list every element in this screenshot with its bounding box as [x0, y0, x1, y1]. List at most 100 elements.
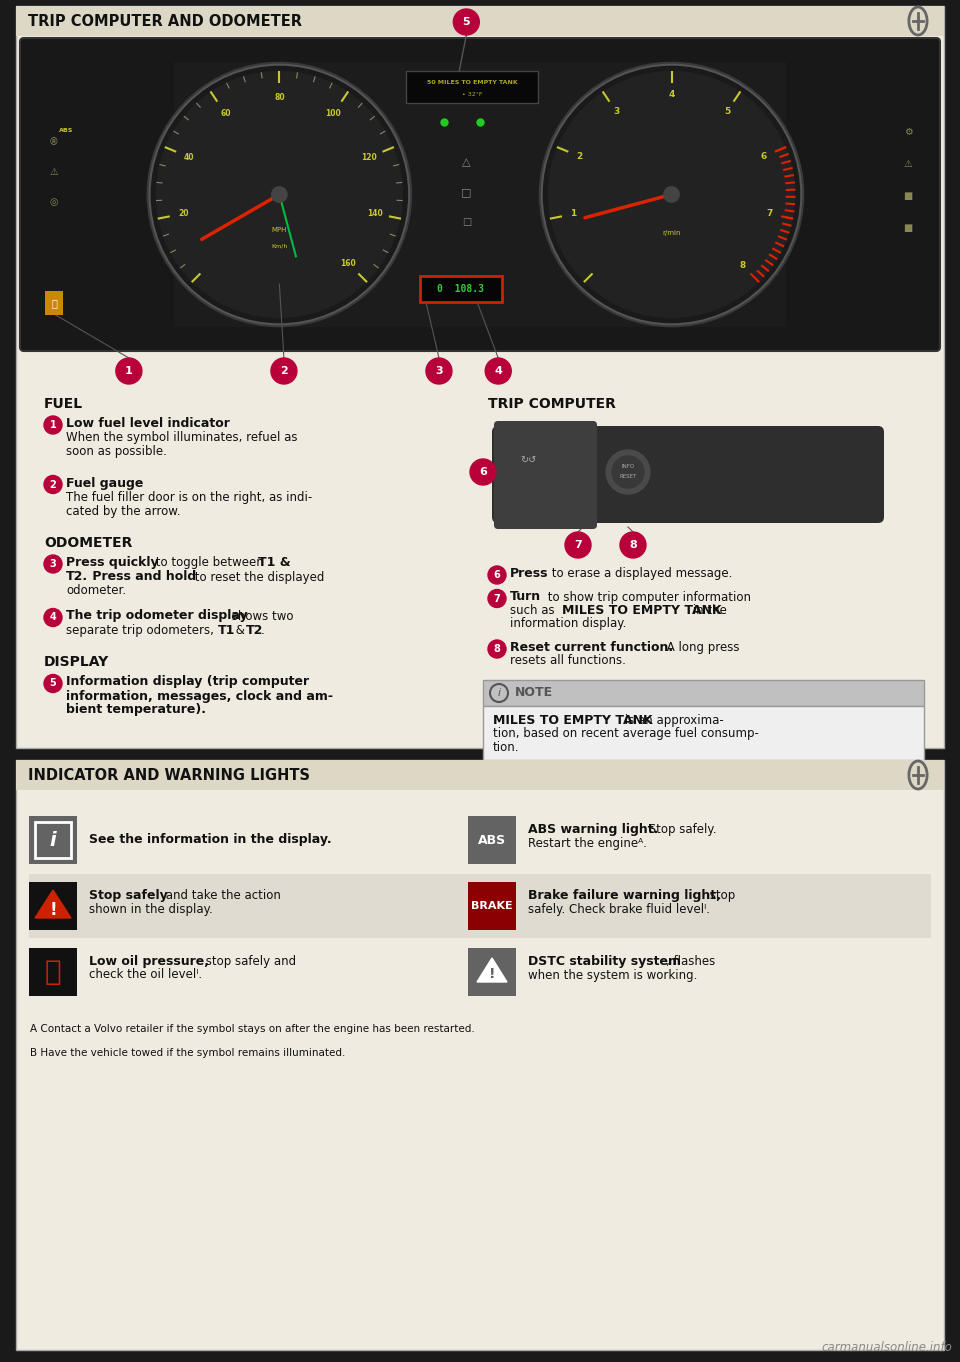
Text: Information display (trip computer: Information display (trip computer	[66, 676, 309, 689]
Circle shape	[44, 554, 62, 573]
Circle shape	[540, 63, 804, 327]
Text: 1: 1	[125, 366, 132, 376]
Text: 8: 8	[739, 260, 745, 270]
Text: A long press: A long press	[663, 642, 739, 654]
Text: !: !	[489, 967, 495, 981]
Text: Press: Press	[510, 567, 548, 580]
Text: TRIP COMPUTER AND ODOMETER: TRIP COMPUTER AND ODOMETER	[28, 14, 302, 29]
FancyBboxPatch shape	[468, 883, 516, 930]
FancyBboxPatch shape	[492, 426, 884, 523]
Text: 4: 4	[494, 366, 502, 376]
Circle shape	[147, 63, 412, 327]
Text: &: &	[232, 624, 249, 637]
Text: 6: 6	[479, 467, 487, 477]
Text: MILES TO EMPTY TANK: MILES TO EMPTY TANK	[562, 603, 722, 617]
Text: DISPLAY: DISPLAY	[44, 655, 109, 670]
Text: □: □	[462, 217, 471, 227]
Text: A Contact a Volvo retailer if the symbol stays on after the engine has been rest: A Contact a Volvo retailer if the symbol…	[30, 1024, 475, 1034]
Text: When the symbol illuminates, refuel as: When the symbol illuminates, refuel as	[66, 432, 298, 444]
Text: and take the action: and take the action	[162, 889, 281, 902]
Text: to show trip computer information: to show trip computer information	[544, 591, 751, 603]
Text: 5: 5	[50, 678, 57, 689]
Circle shape	[116, 358, 142, 384]
Text: 7: 7	[493, 594, 500, 603]
Circle shape	[620, 533, 646, 558]
Text: FUEL: FUEL	[44, 396, 84, 411]
FancyBboxPatch shape	[420, 276, 502, 302]
FancyBboxPatch shape	[483, 680, 924, 706]
Circle shape	[606, 449, 650, 494]
FancyBboxPatch shape	[16, 760, 944, 1350]
FancyBboxPatch shape	[20, 38, 940, 351]
Text: Reset current function.: Reset current function.	[510, 642, 673, 654]
Circle shape	[149, 64, 410, 324]
Text: The trip odometer display: The trip odometer display	[66, 610, 248, 622]
Text: T2: T2	[246, 624, 263, 637]
Text: INFO: INFO	[621, 463, 635, 469]
FancyBboxPatch shape	[29, 940, 931, 1004]
Text: ↻↺: ↻↺	[520, 455, 536, 464]
Text: Low fuel level indicator: Low fuel level indicator	[66, 417, 229, 430]
Text: in the: in the	[689, 603, 727, 617]
Text: T1 &: T1 &	[258, 556, 291, 569]
FancyBboxPatch shape	[29, 874, 931, 938]
Text: information display.: information display.	[510, 617, 626, 631]
Circle shape	[548, 72, 795, 317]
Text: Restart the engineᴬ.: Restart the engineᴬ.	[528, 836, 647, 850]
Text: !: !	[49, 902, 57, 919]
Polygon shape	[35, 889, 71, 918]
Text: 140: 140	[367, 208, 383, 218]
Text: △: △	[462, 157, 470, 168]
Text: safely. Check brake fluid levelᴵ.: safely. Check brake fluid levelᴵ.	[528, 903, 710, 915]
Text: odometer.: odometer.	[66, 584, 126, 597]
Circle shape	[44, 609, 62, 627]
FancyBboxPatch shape	[29, 808, 931, 872]
Text: 🛢: 🛢	[45, 957, 61, 986]
Text: DSTC stability system: DSTC stability system	[528, 955, 681, 968]
Text: 100: 100	[325, 109, 342, 118]
Text: ■: ■	[903, 223, 913, 233]
FancyBboxPatch shape	[29, 948, 77, 996]
Circle shape	[541, 64, 802, 324]
Circle shape	[44, 475, 62, 493]
Text: T2.: T2.	[66, 571, 88, 583]
Text: Fuel gauge: Fuel gauge	[66, 477, 143, 489]
FancyBboxPatch shape	[45, 291, 63, 315]
Text: ⚽: ⚽	[51, 298, 57, 308]
Text: 2: 2	[576, 151, 583, 161]
Text: shown in the display.: shown in the display.	[89, 903, 213, 915]
Text: ⚠: ⚠	[903, 159, 912, 169]
Text: □: □	[461, 187, 471, 197]
Text: such as: such as	[510, 603, 559, 617]
Circle shape	[612, 456, 644, 488]
Text: 50 MILES TO EMPTY TANK: 50 MILES TO EMPTY TANK	[426, 80, 517, 86]
Text: ABS warning light.: ABS warning light.	[528, 823, 659, 836]
Text: NOTE: NOTE	[515, 686, 553, 700]
Circle shape	[156, 72, 402, 317]
Text: i: i	[497, 688, 500, 697]
Text: Brake failure warning light,: Brake failure warning light,	[528, 889, 721, 902]
Text: tion.: tion.	[493, 741, 519, 755]
Text: stop: stop	[706, 889, 735, 902]
Circle shape	[470, 459, 496, 485]
Text: 4: 4	[668, 90, 675, 99]
Text: cated by the arrow.: cated by the arrow.	[66, 504, 180, 518]
Text: ◎: ◎	[50, 197, 59, 207]
Circle shape	[44, 674, 62, 692]
Text: The fuel filler door is on the right, as indi-: The fuel filler door is on the right, as…	[66, 490, 312, 504]
Text: B Have the vehicle towed if the symbol remains illuminated.: B Have the vehicle towed if the symbol r…	[30, 1047, 346, 1058]
Text: MPH: MPH	[272, 227, 287, 233]
Text: 2: 2	[50, 479, 57, 489]
Text: ®: ®	[49, 138, 59, 147]
Text: 120: 120	[361, 153, 377, 162]
Text: 4: 4	[50, 613, 57, 622]
Circle shape	[152, 67, 407, 323]
Text: MILES TO EMPTY TANK: MILES TO EMPTY TANK	[493, 714, 653, 727]
Text: ABS: ABS	[59, 128, 73, 133]
Text: stop safely and: stop safely and	[202, 955, 296, 968]
Text: is an approxima-: is an approxima-	[621, 714, 724, 727]
Text: RESET: RESET	[619, 474, 636, 479]
Text: tion, based on recent average fuel consump-: tion, based on recent average fuel consu…	[493, 727, 758, 741]
Text: 8: 8	[493, 644, 500, 654]
Text: 40: 40	[184, 153, 195, 162]
